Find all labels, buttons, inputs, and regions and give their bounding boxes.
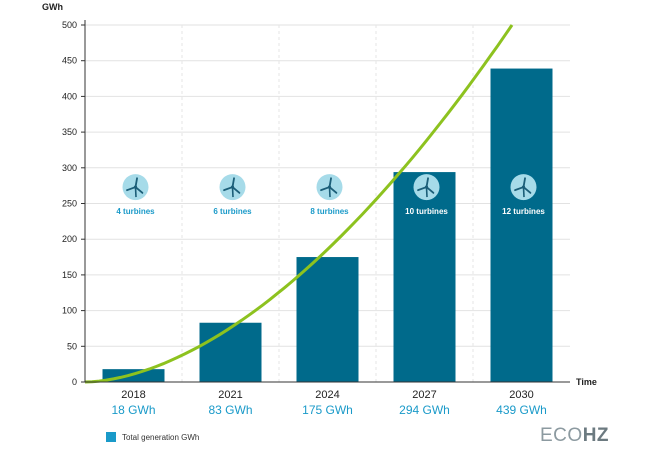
turbine-count-label: 4 turbines bbox=[116, 207, 155, 216]
brand-logo: ECOHZ bbox=[540, 425, 609, 447]
ytick-label: 450 bbox=[62, 56, 77, 66]
value-label: 175 GWh bbox=[302, 403, 353, 417]
labels: 0 50 100 150 200 250 300 350 400 450 500 4 turbines… bbox=[42, 2, 597, 417]
category-label: 2024 bbox=[315, 389, 339, 401]
ytick-label: 300 bbox=[62, 163, 77, 173]
y-axis-title: GWh bbox=[42, 2, 63, 12]
wind-turbine-icon bbox=[510, 174, 537, 201]
ytick-label: 500 bbox=[62, 20, 77, 30]
value-label: 83 GWh bbox=[208, 403, 252, 417]
turbine-count-label: 8 turbines bbox=[310, 207, 349, 216]
turbine-count-label: 6 turbines bbox=[213, 207, 252, 216]
bars bbox=[102, 68, 553, 382]
value-label: 439 GWh bbox=[496, 403, 547, 417]
wind-turbine-icon bbox=[316, 174, 343, 201]
ytick-label: 50 bbox=[67, 341, 77, 351]
turbine-icons bbox=[122, 174, 537, 201]
turbine-count-label: 12 turbines bbox=[502, 207, 545, 216]
gridlines bbox=[85, 24, 570, 382]
category-label: 2027 bbox=[412, 389, 436, 401]
ytick-label: 200 bbox=[62, 234, 77, 244]
x-axis-title: Time bbox=[576, 377, 597, 387]
axes bbox=[81, 20, 570, 383]
category-label: 2021 bbox=[218, 389, 242, 401]
legend-swatch bbox=[106, 432, 116, 442]
category-label: 2030 bbox=[509, 389, 533, 401]
bar-2024 bbox=[296, 257, 359, 382]
wind-turbine-icon bbox=[413, 174, 440, 201]
category-label: 2018 bbox=[121, 389, 145, 401]
trend-curve-layer bbox=[84, 24, 514, 384]
value-label: 18 GWh bbox=[111, 403, 155, 417]
bar-2027 bbox=[393, 172, 456, 382]
value-label: 294 GWh bbox=[399, 403, 450, 417]
ytick-label: 0 bbox=[72, 377, 77, 387]
legend: Total generation GWh bbox=[106, 432, 199, 442]
ytick-label: 400 bbox=[62, 91, 77, 101]
trend-curve bbox=[84, 24, 514, 384]
ytick-label: 100 bbox=[62, 306, 77, 316]
legend-label: Total generation GWh bbox=[122, 432, 200, 442]
wind-turbine-icon bbox=[219, 174, 246, 201]
bar-2021 bbox=[199, 322, 262, 382]
brand-logo-part2: HZ bbox=[582, 425, 610, 446]
turbine-count-label: 10 turbines bbox=[405, 207, 448, 216]
bar-2030 bbox=[490, 68, 553, 382]
wind-turbine-icon bbox=[122, 174, 149, 201]
ytick-label: 250 bbox=[62, 199, 77, 209]
brand-logo-part1: ECO bbox=[540, 425, 583, 446]
ytick-label: 350 bbox=[62, 127, 77, 137]
ytick-label: 150 bbox=[62, 270, 77, 280]
